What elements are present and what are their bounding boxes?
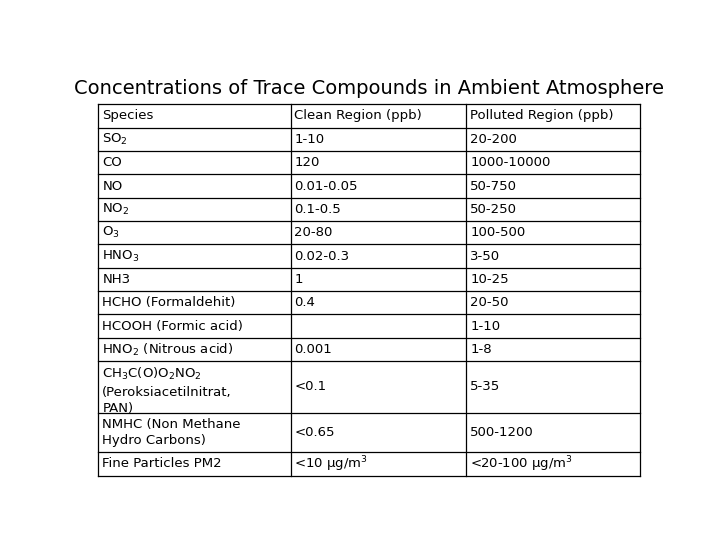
Text: 0.4: 0.4 (294, 296, 315, 309)
Text: 20-50: 20-50 (470, 296, 509, 309)
Text: 3-50: 3-50 (470, 249, 500, 262)
Text: 0.01-0.05: 0.01-0.05 (294, 179, 358, 193)
Text: 1000-10000: 1000-10000 (470, 156, 551, 169)
Text: 500-1200: 500-1200 (470, 426, 534, 439)
Text: NH3: NH3 (102, 273, 130, 286)
Text: 1-8: 1-8 (470, 343, 492, 356)
Text: 50-250: 50-250 (470, 203, 518, 216)
Text: HCOOH (Formic acid): HCOOH (Formic acid) (102, 320, 243, 333)
Text: 10-25: 10-25 (470, 273, 509, 286)
Text: NMHC (Non Methane
Hydro Carbons): NMHC (Non Methane Hydro Carbons) (102, 417, 240, 447)
Text: 20-80: 20-80 (294, 226, 333, 239)
Text: Species: Species (102, 110, 153, 123)
Text: 0.1-0.5: 0.1-0.5 (294, 203, 341, 216)
Text: CO: CO (102, 156, 122, 169)
Text: NO$_2$: NO$_2$ (102, 202, 130, 217)
Text: 120: 120 (294, 156, 320, 169)
Text: 50-750: 50-750 (470, 179, 518, 193)
Text: Polluted Region (ppb): Polluted Region (ppb) (470, 110, 614, 123)
Text: 0.02-0.3: 0.02-0.3 (294, 249, 349, 262)
Text: <20-100 μg/m$^3$: <20-100 μg/m$^3$ (470, 454, 573, 474)
Text: HNO$_3$: HNO$_3$ (102, 248, 140, 264)
Text: HCHO (Formaldehit): HCHO (Formaldehit) (102, 296, 235, 309)
Text: <10 μg/m$^3$: <10 μg/m$^3$ (294, 454, 368, 474)
Text: Fine Particles PM2: Fine Particles PM2 (102, 457, 222, 470)
Text: 20-200: 20-200 (470, 133, 517, 146)
Text: <0.1: <0.1 (294, 380, 327, 393)
Text: 1: 1 (294, 273, 303, 286)
Text: 0.001: 0.001 (294, 343, 332, 356)
Text: Clean Region (ppb): Clean Region (ppb) (294, 110, 422, 123)
Text: 1-10: 1-10 (470, 320, 500, 333)
Text: SO$_2$: SO$_2$ (102, 132, 128, 147)
Text: <0.65: <0.65 (294, 426, 335, 439)
Text: 5-35: 5-35 (470, 380, 500, 393)
Text: CH$_3$C(O)O$_2$NO$_2$
(Peroksiacetilnitrat,
PAN): CH$_3$C(O)O$_2$NO$_2$ (Peroksiacetilnitr… (102, 366, 232, 415)
Text: Concentrations of Trace Compounds in Ambient Atmosphere: Concentrations of Trace Compounds in Amb… (74, 79, 664, 98)
Text: NO: NO (102, 179, 122, 193)
Text: 1-10: 1-10 (294, 133, 325, 146)
Text: HNO$_2$ (Nitrous acid): HNO$_2$ (Nitrous acid) (102, 341, 234, 357)
Text: O$_3$: O$_3$ (102, 225, 120, 240)
Text: 100-500: 100-500 (470, 226, 526, 239)
